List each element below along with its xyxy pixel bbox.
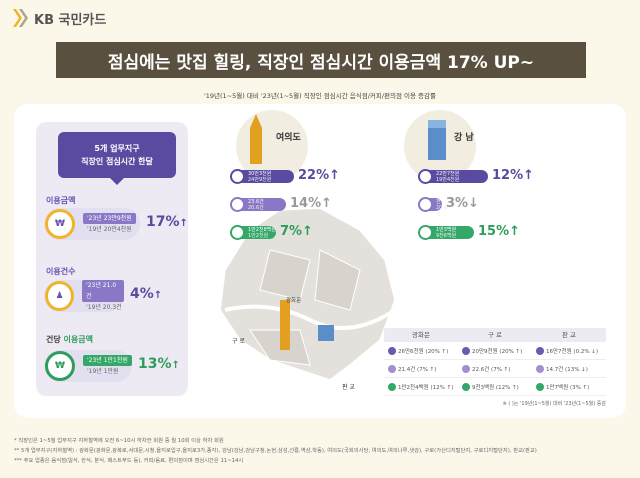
row-bullet-icon: [462, 364, 470, 373]
col-guro: 구 로: [487, 331, 503, 339]
map-label-guro: 구 로: [232, 338, 245, 345]
yeouido-2023-0: 30만3천원: [248, 170, 272, 177]
gangnam-building-icon: [318, 325, 334, 341]
row-bullet-icon: [388, 382, 396, 391]
table-cell: 14.7건 (13% ↓): [532, 364, 606, 373]
gangnam-row-icon-0: [418, 169, 433, 184]
summary-header-line1: 5개 업무지구: [94, 144, 140, 153]
gangnam-bar-2: 1만3백원 9천6백원: [418, 225, 474, 240]
table-cell: 1만2천4백원 (12% ↑): [384, 382, 458, 391]
gangnam-bar-1: 20.0건 20.6건: [418, 193, 447, 217]
per-tx-pill: ₩ '23년 1만1천원 '19년 1만원: [44, 350, 132, 382]
yeouido-row-icon-2: [230, 225, 245, 240]
table-header: 광화문 구 로 판 교: [384, 328, 606, 342]
gangnam-2019-2: 9천6백원: [436, 232, 457, 239]
footnote-1: * 직장인은 1~5월 업무지구 지하철역에 오전 6~10시 하차한 회원 중…: [14, 438, 224, 444]
row-bullet-icon: [388, 364, 396, 373]
count-pill: ♟ '23년 21.0건 '19년 20.3건: [44, 279, 124, 312]
table-cell: 1만7백원 (3% ↑): [532, 382, 606, 391]
gangnam-pct-1: 3%↓: [446, 196, 479, 211]
count-2019: '19년 20.3건: [86, 303, 122, 311]
table-cell: 16만7천원 (0.2% ↓): [532, 346, 606, 355]
gangnam-2019-0: 19만4천원: [436, 176, 460, 183]
yeouido-row-icon-1: [230, 197, 245, 212]
yeouido-building-icon: [280, 300, 290, 350]
yeouido-2019-0: 24만9천원: [248, 176, 272, 183]
row-bullet-icon: [388, 346, 396, 355]
yeouido-2023-2: 1만2천8백원: [248, 226, 276, 233]
amount-2023: '23년 23만9천원: [83, 213, 136, 224]
row-bullet-icon: [462, 382, 470, 391]
per-tx-2023: '23년 1만1천원: [83, 355, 132, 366]
table-cell: 9천3백원 (12% ↑): [458, 382, 532, 391]
map-label-gwanghwamun: 광화문: [286, 298, 302, 304]
gangnam-2023-1: 20.0건: [436, 192, 448, 205]
row-bullet-icon: [536, 346, 544, 355]
gangnam-pct-2: 15%↑: [478, 224, 521, 239]
yeouido-tower-icon: [250, 114, 262, 164]
logo-text: KB 국민카드: [34, 12, 107, 28]
amount-2019: '19년 20만4천원: [87, 226, 132, 233]
count-label: 이용건수: [46, 267, 76, 276]
per-tx-label: 건당 이용금액: [46, 335, 93, 344]
yeouido-name: 여의도: [276, 133, 301, 143]
yeouido-bar-0: 30만3천원 24만9천원: [230, 169, 294, 184]
yeouido-bar-1: 23.6건 20.6건: [230, 197, 286, 212]
yeouido-row-icon-0: [230, 169, 245, 184]
people-icon: ♟: [45, 281, 75, 311]
gangnam-2019-1: 20.6건: [436, 204, 448, 217]
gangnam-tower-icon: [428, 120, 446, 160]
summary-header-line2: 직장인 점심시간 한달: [81, 157, 153, 166]
gangnam-name: 강 남: [454, 133, 474, 143]
col-pangyo: 판 교: [561, 331, 577, 339]
page-title: 점심에는 맛집 힐링, 직장인 점심시간 이용금액 17% UP~: [56, 42, 586, 78]
per-tx-2019: '19년 1만원: [87, 368, 119, 375]
table-row: 1만2천4백원 (12% ↑) 9천3백원 (12% ↑) 1만7백원 (3% ↑): [384, 378, 606, 396]
row-bullet-icon: [462, 346, 470, 355]
seoul-map: [219, 207, 397, 381]
yeouido-pct-1: 14%↑: [290, 196, 333, 211]
per-tx-pct: 13%↑: [138, 356, 180, 372]
footnote-2: ** 5개 업무지구(지하철역) : 광화문(광화문,광복로,서대문,시청,을지…: [14, 448, 537, 454]
summary-header: 5개 업무지구 직장인 점심시간 한달: [58, 132, 176, 185]
gangnam-pct-0: 12%↑: [492, 168, 535, 183]
map-label-pangyo: 판 교: [340, 382, 357, 391]
table-cell: 21.4건 (7% ↑): [384, 364, 458, 373]
table-cell: 20만9천원 (20% ↑): [458, 346, 532, 355]
yeouido-2023-1: 23.6건: [248, 198, 264, 205]
yeouido-bar-2: 1만2천8백원 1만2천원: [230, 225, 276, 240]
count-2023: '23년 21.0건: [82, 279, 124, 302]
gangnam-2023-0: 22만7천원: [436, 170, 460, 177]
gangnam-row-icon-2: [418, 225, 433, 240]
yeouido-2019-2: 1만2천원: [248, 232, 269, 239]
won-icon: ₩: [45, 209, 75, 239]
page-subtitle: '19년(1~5월) 대비 '23년(1~5월) 직장인 점심시간 음식점/커피…: [203, 92, 437, 100]
footnote-3: *** 주요 업종은 음식점(일식, 한식, 분식, 패스트푸드 등), 커피/…: [14, 458, 244, 464]
gangnam-bar-0: 22만7천원 19만4천원: [418, 169, 488, 184]
gangnam-2023-2: 1만3백원: [436, 226, 457, 233]
amount-pill: ₩ '23년 23만9천원 '19년 20만4천원: [44, 208, 140, 240]
row-bullet-icon: [536, 364, 544, 373]
table-note: ※ ( )는 '19년(1~5월) 대비 '23년(1~5월) 증감: [502, 401, 606, 407]
district-table: 광화문 구 로 판 교 26만6천원 (20% ↑) 20만9천원 (20% ↑)…: [384, 328, 606, 396]
table-row: 26만6천원 (20% ↑) 20만9천원 (20% ↑) 16만7천원 (0.2%…: [384, 342, 606, 360]
col-gwanghwamun: 광화문: [412, 331, 430, 339]
yeouido-2019-1: 20.6건: [248, 204, 264, 211]
table-row: 21.4건 (7% ↑) 22.6건 (7% ↑) 14.7건 (13% ↓): [384, 360, 606, 378]
kb-logo: KB 국민카드: [10, 6, 106, 30]
table-cell: 26만6천원 (20% ↑): [384, 346, 458, 355]
count-pct: 4%↑: [130, 286, 163, 302]
won-coin-icon: ₩: [45, 351, 75, 381]
yeouido-pct-2: 7%↑: [280, 224, 313, 239]
amount-pct: 17%↑: [146, 214, 188, 230]
table-cell: 22.6건 (7% ↑): [458, 364, 532, 373]
row-bullet-icon: [536, 382, 544, 391]
yeouido-pct-0: 22%↑: [298, 168, 341, 183]
amount-label: 이용금액: [46, 196, 76, 205]
gangnam-row-icon-1: [418, 197, 433, 212]
kb-star-icon: [13, 9, 28, 27]
